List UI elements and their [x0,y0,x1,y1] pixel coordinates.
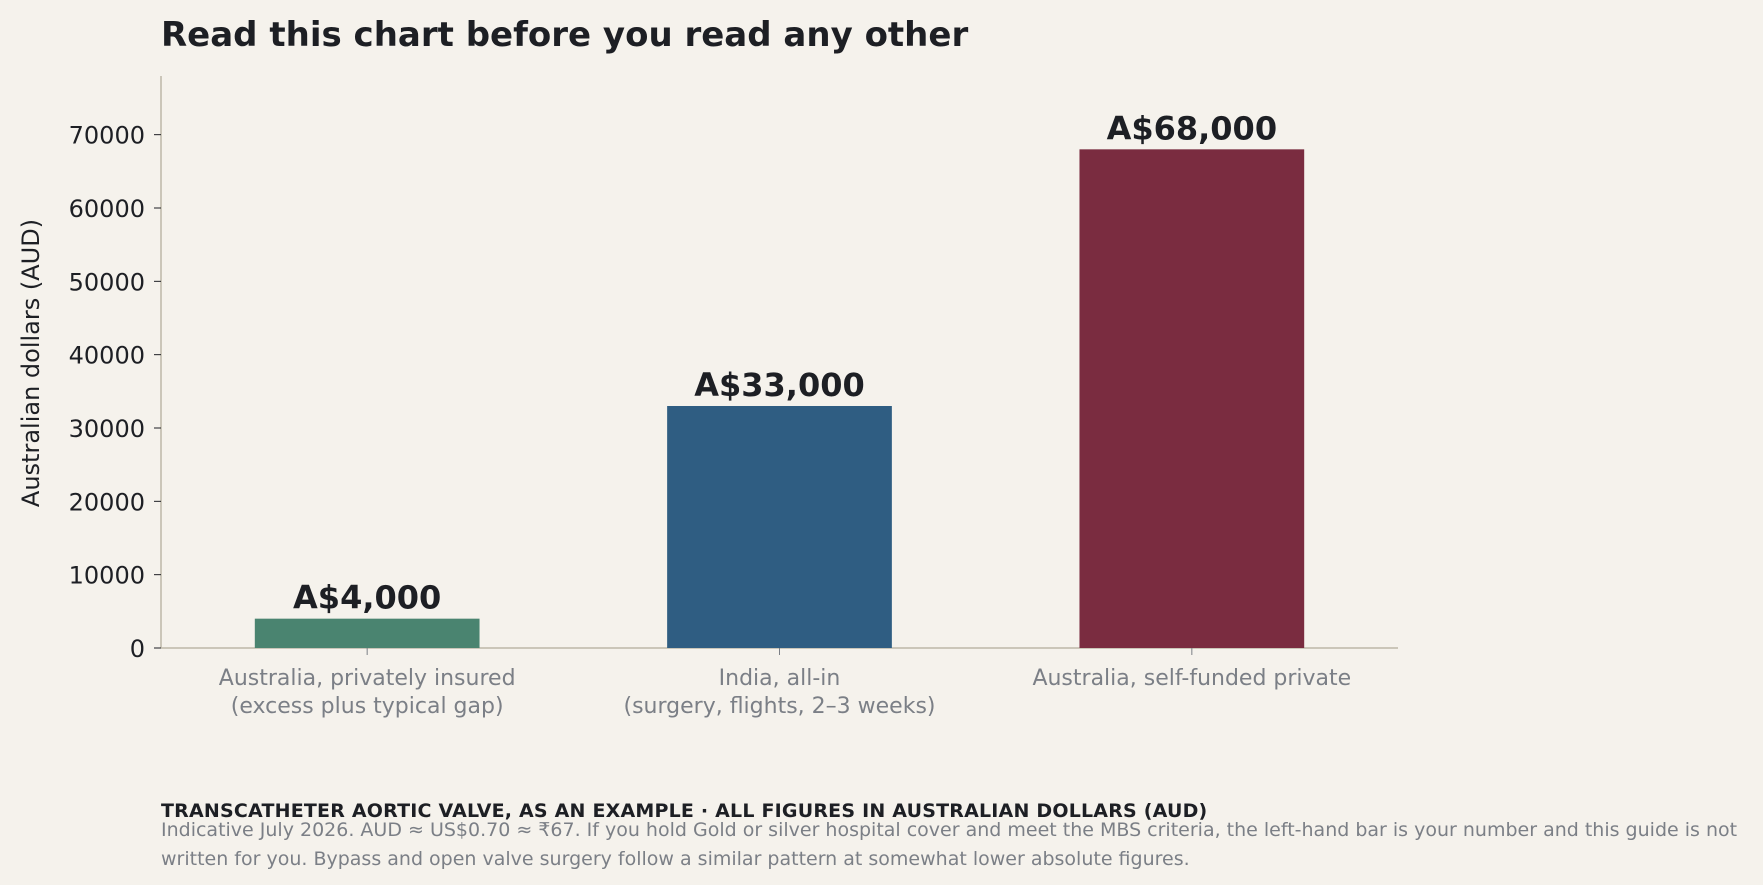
y-tick-label: 50000 [69,268,145,296]
bar-value-label: A$4,000 [293,579,441,617]
y-tick-label: 20000 [69,488,145,516]
y-tick-label: 40000 [69,342,145,370]
bar [254,618,480,648]
footer-heading: TRANSCATHETER AORTIC VALVE, AS AN EXAMPL… [161,800,1208,822]
data-labels: A$4,000 A$33,000 A$68,000 [293,109,1277,616]
bars [254,149,1305,649]
y-tick-label: 30000 [69,415,145,443]
x-tick-label: Australia, privately insured (excess plus… [219,666,516,719]
chart-footer: TRANSCATHETER AORTIC VALVE, AS AN EXAMPL… [161,800,1751,874]
x-tick-label: Australia, self-funded private [1032,666,1351,691]
y-tick-label: 60000 [69,195,145,223]
bar [667,406,892,648]
y-axis-ticks: 0 10000 20000 30000 40000 50000 60000 70000 [69,122,161,663]
x-axis-ticks: Australia, privately insured (excess plus… [219,648,1351,719]
y-axis-label: Australian dollars (AUD) [17,219,45,507]
footer-note: Indicative July 2026. AUD ≈ US$0.70 ≈ ₹6… [161,819,1738,870]
bar-value-label: A$33,000 [694,366,865,404]
bar-value-label: A$68,000 [1107,109,1278,147]
x-tick-label: India, all-in (surgery, flights, 2–3 week… [624,666,936,719]
y-tick-label: 10000 [69,562,145,590]
bar [1079,149,1305,649]
chart-title: Read this chart before you read any othe… [161,15,968,55]
y-tick-label: 70000 [69,122,145,150]
y-tick-label: 0 [130,635,145,663]
